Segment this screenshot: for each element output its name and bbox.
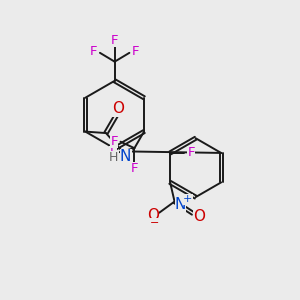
Text: F: F xyxy=(90,45,97,58)
Text: +: + xyxy=(183,194,193,205)
Text: N: N xyxy=(120,149,131,164)
Text: F: F xyxy=(111,34,118,47)
Text: F: F xyxy=(131,162,138,175)
Text: F: F xyxy=(132,45,140,58)
Text: O: O xyxy=(193,209,205,224)
Text: F: F xyxy=(188,146,195,159)
Text: O: O xyxy=(112,101,124,116)
Text: O: O xyxy=(147,208,159,223)
Text: F: F xyxy=(110,146,117,159)
Text: N: N xyxy=(175,197,186,212)
Text: −: − xyxy=(150,218,160,228)
Text: F: F xyxy=(110,135,118,148)
Text: H: H xyxy=(109,151,119,164)
